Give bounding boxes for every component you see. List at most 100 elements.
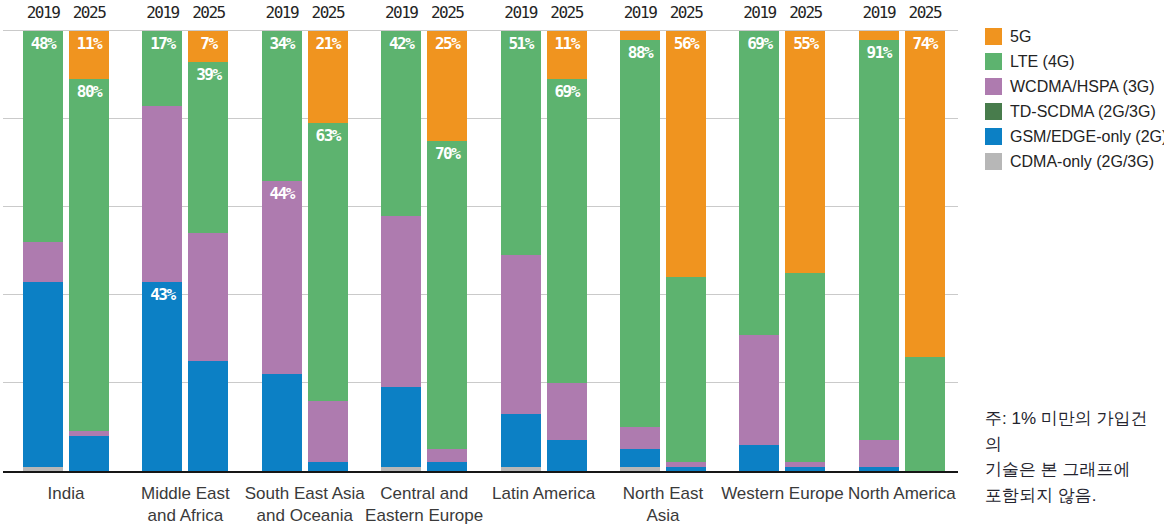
bar-segment-gsm [23, 282, 63, 467]
bar-segment-5g: 11% [547, 31, 587, 79]
segment-value-label: 69% [739, 34, 779, 53]
year-label: 2025 [903, 3, 947, 22]
segment-value-label: 11% [69, 34, 109, 53]
bar-segment-5g [620, 31, 660, 40]
footnote: 주: 1% 미만의 가입건의 기술은 본 그래프에 포함되지 않음. [985, 406, 1160, 508]
bar-segment-gsm [262, 374, 302, 471]
bar-group: 201944%34%202563%21%South East Asia and … [262, 31, 348, 471]
stacked-bar-2019: 91% [859, 31, 899, 471]
segment-value-label: 51% [501, 34, 541, 53]
bar-segment-5g: 55% [785, 31, 825, 273]
bar-segment-lte: 63% [308, 123, 348, 400]
bar-segment-lte: 80% [69, 79, 109, 431]
bar-segment-5g: 56% [666, 31, 706, 277]
segment-value-label: 17% [142, 34, 182, 53]
year-label: 2019 [737, 3, 781, 22]
segment-value-label: 91% [859, 43, 899, 62]
stacked-bar-2019: 88% [620, 31, 660, 471]
bar-segment-wcdma [427, 449, 467, 462]
segment-value-label: 7% [188, 34, 228, 53]
bar-segment-gsm [308, 462, 348, 471]
segment-value-label: 69% [547, 82, 587, 101]
legend-swatch-lte [985, 53, 1002, 70]
stacked-bar-2025: 74% [905, 31, 945, 471]
bar-group: 201951%202569%11%Latin America [501, 31, 587, 471]
year-label: 2019 [618, 3, 662, 22]
year-label: 2019 [499, 3, 543, 22]
bar-segment-5g: 74% [905, 31, 945, 357]
bar-group: 201969%202555%Western Europe [739, 31, 825, 471]
bar-segment-wcdma [785, 462, 825, 466]
stacked-bar-2025: 55% [785, 31, 825, 471]
legend-item-gsm: GSM/EDGE-only (2G) [985, 128, 1164, 145]
bar-segment-gsm [69, 436, 109, 471]
stacked-bar-2025: 63%21% [308, 31, 348, 471]
bar-segment-wcdma [188, 233, 228, 361]
bar-segment-wcdma [666, 462, 706, 466]
bar-segment-5g: 7% [188, 31, 228, 62]
bar-segment-wcdma [547, 383, 587, 440]
segment-value-label: 55% [785, 34, 825, 53]
bar-segment-wcdma [69, 431, 109, 435]
year-label: 2019 [857, 3, 901, 22]
legend-swatch-5g [985, 28, 1002, 45]
legend-item-tdscdma: TD-SCDMA (2G/3G) [985, 103, 1164, 120]
bar-segment-gsm [547, 440, 587, 471]
bar-segment-gsm [381, 387, 421, 466]
legend-swatch-gsm [985, 128, 1002, 145]
segment-value-label: 56% [666, 34, 706, 53]
bar-group: 201991%202574%North America [859, 31, 945, 471]
bar-segment-cdma [23, 467, 63, 471]
legend-label: CDMA-only (2G/3G) [1010, 153, 1154, 171]
stacked-bar-2019: 42% [381, 31, 421, 471]
segment-value-label: 74% [905, 34, 945, 53]
year-label: 2025 [545, 3, 589, 22]
bar-segment-gsm [785, 467, 825, 471]
bar-group: 201988%202556%North East Asia [620, 31, 706, 471]
segment-value-label: 39% [188, 65, 228, 84]
year-label: 2019 [379, 3, 423, 22]
segment-value-label: 63% [308, 126, 348, 145]
bar-segment-gsm [666, 467, 706, 471]
bar-group: 201948%202580%11%India [23, 31, 109, 471]
year-label: 2025 [664, 3, 708, 22]
bar-segment-wcdma [23, 242, 63, 282]
bar-segment-lte: 69% [547, 79, 587, 383]
bar-segment-wcdma [739, 335, 779, 445]
bar-segment-lte: 88% [620, 40, 660, 427]
bar-segment-gsm [620, 449, 660, 467]
legend-item-lte: LTE (4G) [985, 53, 1164, 70]
year-label: 2025 [186, 3, 230, 22]
segment-value-label: 42% [381, 34, 421, 53]
legend-item-5g: 5G [985, 28, 1164, 45]
bar-segment-lte: 48% [23, 31, 63, 242]
legend-swatch-cdma [985, 153, 1002, 170]
legend: 5GLTE (4G)WCDMA/HSPA (3G)TD-SCDMA (2G/3G… [985, 28, 1164, 178]
bar-segment-lte: 51% [501, 31, 541, 255]
bar-segment-lte: 70% [427, 141, 467, 449]
bar-segment-lte: 69% [739, 31, 779, 335]
bar-group: 201943%17%202539%7%Middle East and Afric… [142, 31, 228, 471]
segment-value-label: 34% [262, 34, 302, 53]
segment-value-label: 11% [547, 34, 587, 53]
segment-value-label: 43% [142, 285, 182, 304]
segment-value-label: 25% [427, 34, 467, 53]
year-label: 2025 [783, 3, 827, 22]
bar-segment-lte: 39% [188, 62, 228, 234]
bar-segment-wcdma [142, 106, 182, 282]
bar-segment-wcdma [620, 427, 660, 449]
bar-segment-gsm [739, 445, 779, 471]
stacked-bar-2019: 69% [739, 31, 779, 471]
bar-segment-5g [859, 31, 899, 40]
legend-label: GSM/EDGE-only (2G) [1010, 128, 1164, 146]
legend-item-cdma: CDMA-only (2G/3G) [985, 153, 1164, 170]
stacked-bar-2019: 48% [23, 31, 63, 471]
stacked-bar-2025: 69% 11% [547, 31, 587, 471]
bar-segment-5g: 21% [308, 31, 348, 123]
bar-segment-lte: 17% [142, 31, 182, 106]
segment-value-label: 88% [620, 43, 660, 62]
stacked-bar-2019: 51% [501, 31, 541, 471]
bar-segment-lte [666, 277, 706, 462]
bar-segment-lte [785, 273, 825, 462]
legend-swatch-wcdma [985, 78, 1002, 95]
